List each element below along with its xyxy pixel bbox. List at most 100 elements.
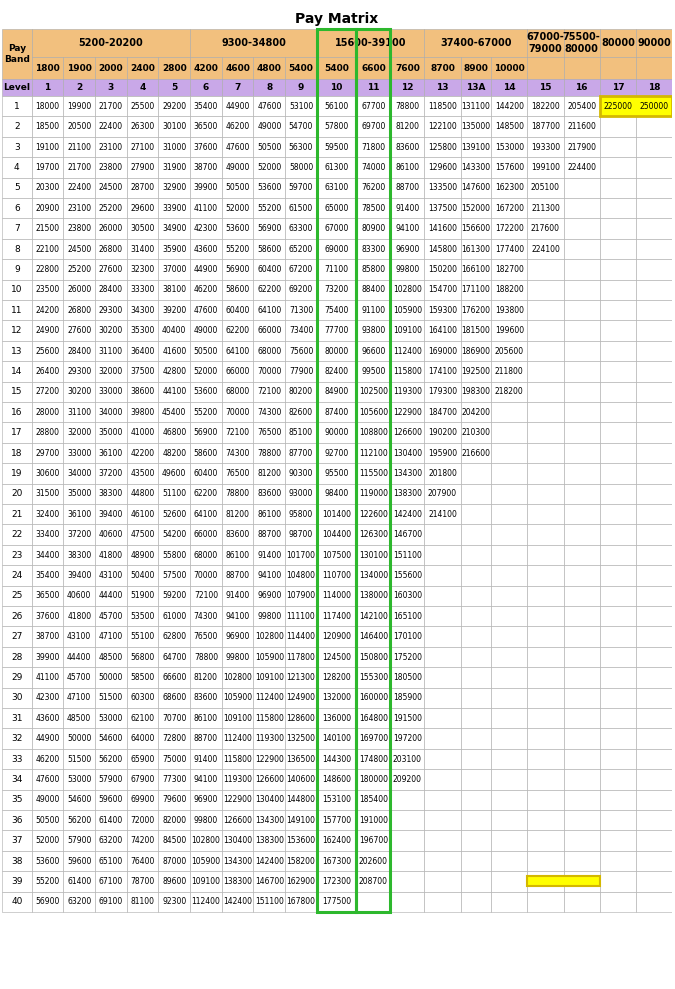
Text: 138300: 138300 xyxy=(393,490,422,498)
Text: 72000: 72000 xyxy=(130,816,155,825)
Text: 23800: 23800 xyxy=(99,163,123,172)
Bar xyxy=(564,545,600,565)
Text: 134300: 134300 xyxy=(393,469,422,478)
Bar xyxy=(390,708,425,729)
Text: 209200: 209200 xyxy=(393,775,422,784)
Bar xyxy=(317,769,356,789)
Text: 40600: 40600 xyxy=(99,530,123,539)
Bar xyxy=(286,341,317,361)
Bar xyxy=(127,687,159,708)
Text: 41000: 41000 xyxy=(130,428,155,437)
Bar xyxy=(95,361,127,382)
Text: 5400: 5400 xyxy=(289,63,313,72)
Text: 44900: 44900 xyxy=(225,102,250,111)
Text: 34900: 34900 xyxy=(162,225,186,233)
Bar xyxy=(356,178,390,198)
Bar xyxy=(425,219,460,238)
Bar xyxy=(491,647,527,668)
Text: 96900: 96900 xyxy=(194,795,218,804)
Text: 137500: 137500 xyxy=(428,204,457,213)
Bar xyxy=(190,708,222,729)
Bar xyxy=(317,341,356,361)
Bar xyxy=(460,79,491,96)
Text: 31400: 31400 xyxy=(130,244,155,253)
Bar xyxy=(2,585,32,606)
Bar xyxy=(356,29,390,912)
Bar xyxy=(491,851,527,871)
Text: 81200: 81200 xyxy=(257,469,281,478)
Bar xyxy=(356,851,390,871)
Bar xyxy=(95,565,127,585)
Text: 112400: 112400 xyxy=(192,897,221,906)
Bar xyxy=(390,382,425,402)
Bar xyxy=(286,300,317,320)
Text: 36500: 36500 xyxy=(194,122,218,132)
Bar xyxy=(159,361,190,382)
Bar xyxy=(127,280,159,300)
Bar xyxy=(222,585,254,606)
Text: 71300: 71300 xyxy=(289,306,313,315)
Text: 110700: 110700 xyxy=(322,571,351,580)
Bar xyxy=(425,729,460,749)
Text: 55200: 55200 xyxy=(225,244,250,253)
Text: 49000: 49000 xyxy=(35,795,59,804)
Bar xyxy=(425,57,460,79)
Bar xyxy=(356,729,390,749)
Text: 119300: 119300 xyxy=(223,775,252,784)
Bar xyxy=(636,29,672,57)
Bar xyxy=(2,892,32,912)
Bar xyxy=(190,29,317,57)
Bar xyxy=(2,769,32,789)
Text: 153600: 153600 xyxy=(286,836,316,845)
Bar xyxy=(425,238,460,259)
Bar xyxy=(2,647,32,668)
Bar xyxy=(159,463,190,484)
Bar xyxy=(95,300,127,320)
Bar xyxy=(600,361,636,382)
Text: 4600: 4600 xyxy=(225,63,250,72)
Text: 171100: 171100 xyxy=(462,285,490,295)
Text: 147600: 147600 xyxy=(461,183,491,192)
Text: 8: 8 xyxy=(266,83,273,92)
Text: 61300: 61300 xyxy=(325,163,349,172)
Bar xyxy=(32,565,63,585)
Text: 64700: 64700 xyxy=(162,653,186,662)
Bar xyxy=(127,606,159,626)
Text: 94100: 94100 xyxy=(396,225,420,233)
Text: 23500: 23500 xyxy=(35,285,59,295)
Text: 24200: 24200 xyxy=(36,306,59,315)
Bar xyxy=(356,831,390,851)
Bar xyxy=(356,280,390,300)
Text: 16: 16 xyxy=(576,83,588,92)
Bar xyxy=(527,280,564,300)
Text: 84900: 84900 xyxy=(325,388,349,397)
Bar xyxy=(254,198,286,219)
Bar xyxy=(286,871,317,892)
Text: 35400: 35400 xyxy=(194,102,218,111)
Bar xyxy=(32,238,63,259)
Text: 39400: 39400 xyxy=(67,571,91,580)
Text: 11: 11 xyxy=(11,306,22,315)
Bar xyxy=(95,585,127,606)
Text: 204200: 204200 xyxy=(462,407,491,416)
Text: 6600: 6600 xyxy=(361,63,386,72)
Bar xyxy=(600,484,636,504)
Bar xyxy=(222,178,254,198)
Text: 50500: 50500 xyxy=(225,183,250,192)
Bar xyxy=(95,57,127,79)
Text: 67100: 67100 xyxy=(99,877,123,886)
Text: 177400: 177400 xyxy=(495,244,524,253)
Bar xyxy=(317,96,356,117)
Text: 132000: 132000 xyxy=(322,693,351,702)
Text: 99500: 99500 xyxy=(361,367,385,376)
Bar xyxy=(636,79,672,96)
Text: 56900: 56900 xyxy=(257,225,281,233)
Text: 5: 5 xyxy=(14,183,20,192)
Text: 55200: 55200 xyxy=(35,877,59,886)
Bar xyxy=(317,749,356,769)
Bar xyxy=(636,585,672,606)
Bar xyxy=(222,789,254,810)
Bar xyxy=(127,219,159,238)
Bar xyxy=(636,789,672,810)
Bar xyxy=(190,668,222,687)
